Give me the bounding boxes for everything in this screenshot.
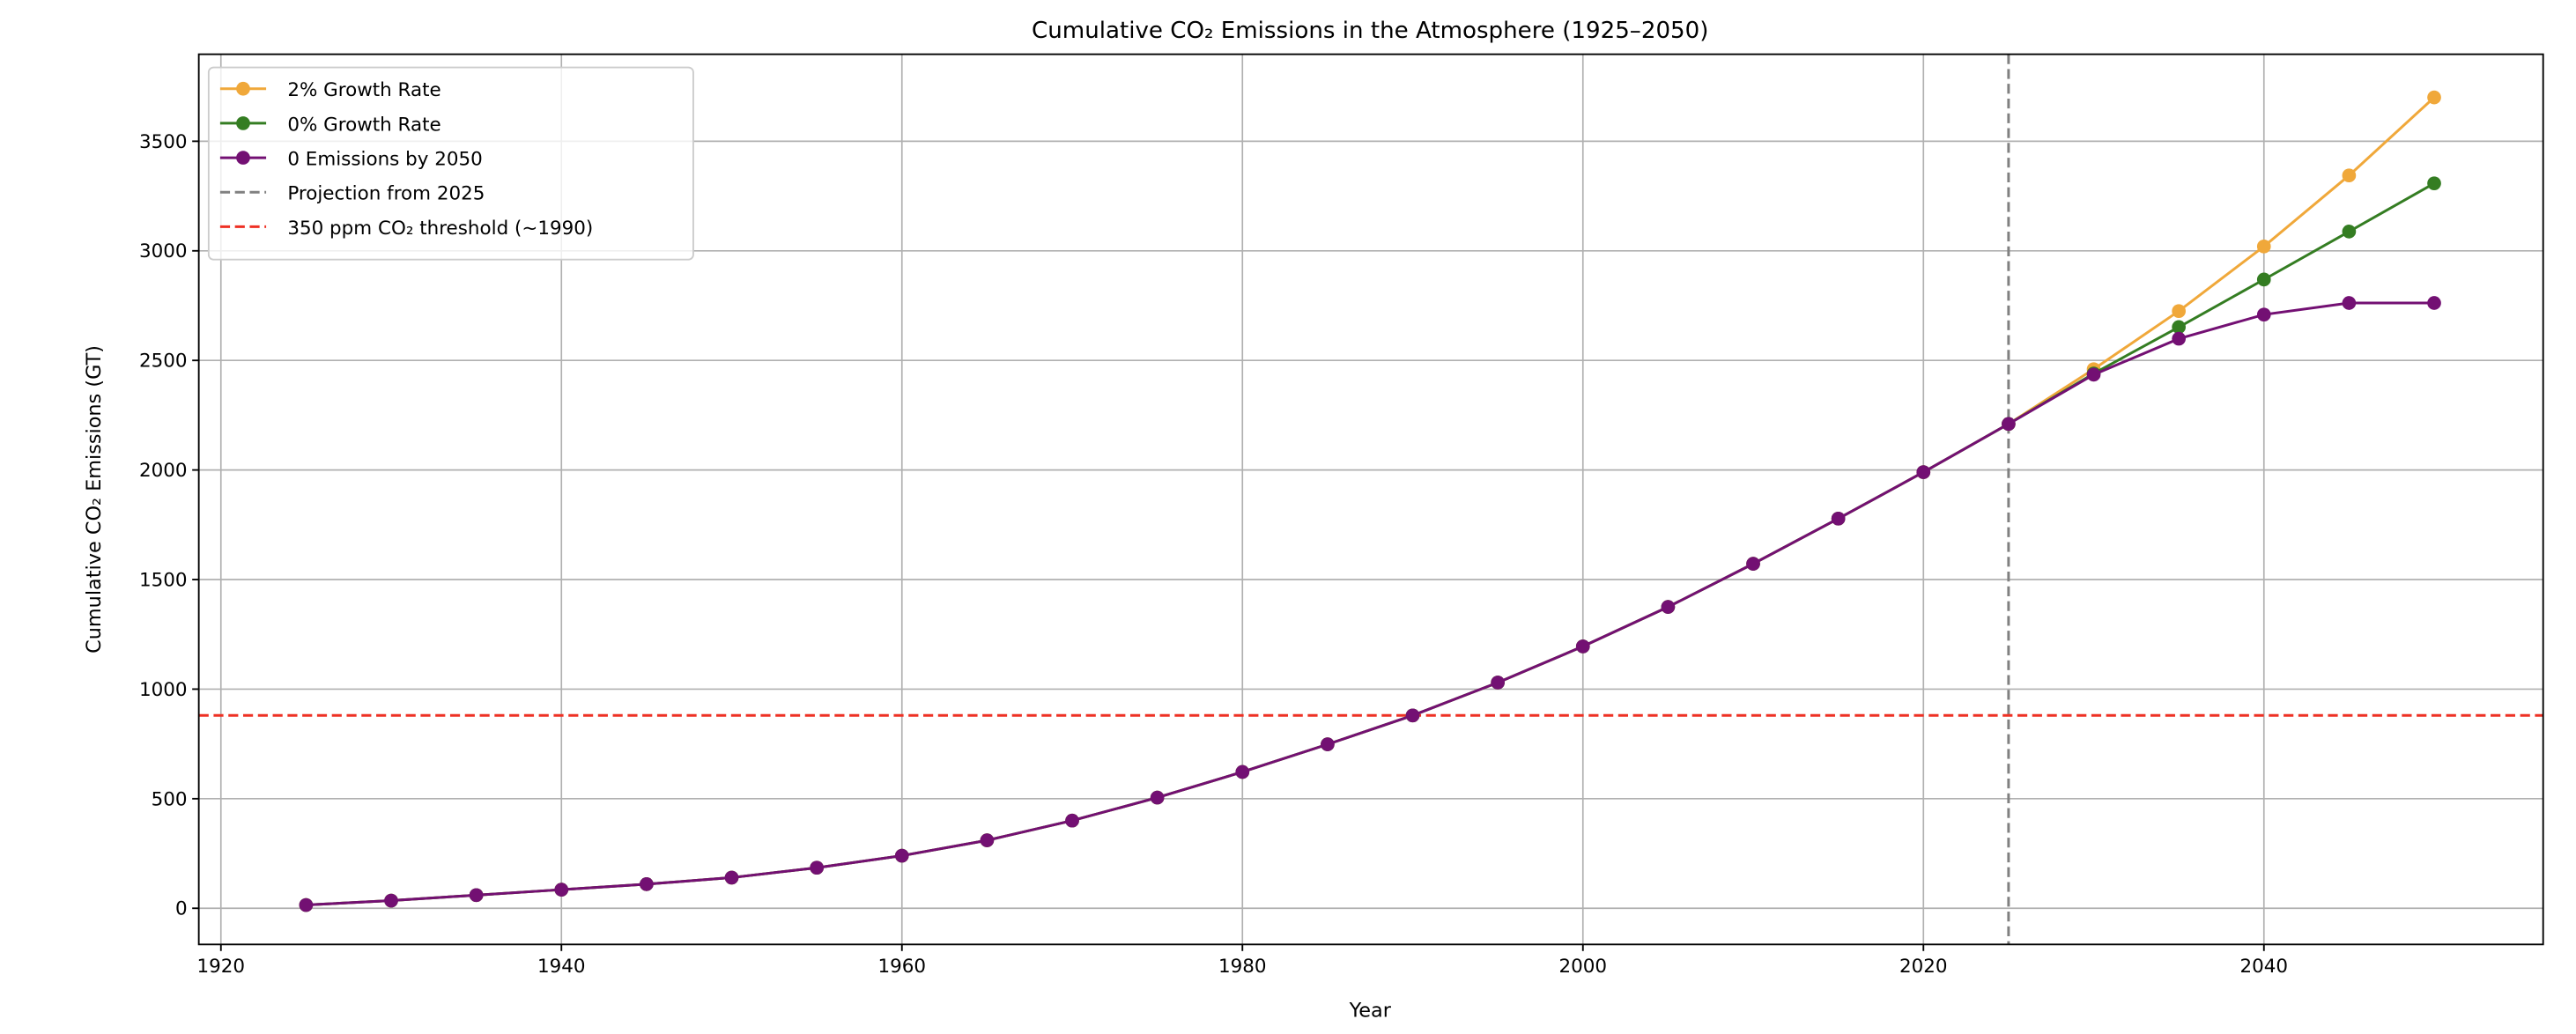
x-tick-label: 2040 xyxy=(2239,956,2288,978)
legend-marker xyxy=(236,151,250,165)
series-2-line xyxy=(306,181,2435,907)
legend-label: Projection from 2025 xyxy=(287,183,485,205)
series-1-point xyxy=(2172,304,2186,319)
y-tick-label: 3000 xyxy=(139,240,188,262)
series-3-point xyxy=(894,848,909,863)
series-3-point xyxy=(1831,512,1846,526)
legend-label: 2% Growth Rate xyxy=(287,79,440,101)
series-3-point xyxy=(810,860,824,875)
y-tick-label: 3500 xyxy=(139,131,188,153)
x-tick-label: 1960 xyxy=(877,956,926,978)
series-3-point xyxy=(1661,600,1676,614)
series-3-point xyxy=(1321,737,1335,751)
legend-box xyxy=(207,66,694,261)
series-3-point xyxy=(640,877,654,891)
y-tick-label: 500 xyxy=(152,788,188,810)
series-3-point xyxy=(384,893,398,908)
series-3-point xyxy=(980,833,995,847)
y-tick-label: 1000 xyxy=(139,679,188,701)
series-3-point xyxy=(1065,813,1079,828)
series-3-point xyxy=(1491,676,1505,690)
x-tick-label: 1980 xyxy=(1218,956,1267,978)
series-3-point xyxy=(2342,296,2357,310)
series-2-point xyxy=(2342,225,2357,239)
plot-frame xyxy=(197,53,2544,946)
series-3-point xyxy=(1746,557,1760,571)
legend: 2% Growth Rate 0% Growth Rate 0 Emissions … xyxy=(207,66,694,261)
chart-title: Cumulative CO₂ Emissions in the Atmosphe… xyxy=(1032,18,1708,44)
series-3-point xyxy=(469,888,484,903)
legend-label: 0 Emissions by 2050 xyxy=(287,148,482,170)
legend-label: 0% Growth Rate xyxy=(287,114,440,136)
series-3-point xyxy=(554,883,569,897)
series-2-point xyxy=(2256,272,2271,287)
y-axis-label: Cumulative CO₂ Emissions (GT) xyxy=(83,345,106,654)
series-3-point xyxy=(2256,307,2271,322)
x-tick-label: 2000 xyxy=(1558,956,1607,978)
x-axis-label: Year xyxy=(1349,999,1392,1022)
y-tick-label: 2000 xyxy=(139,460,188,482)
series-3-line xyxy=(306,301,2435,907)
x-tick-label: 1940 xyxy=(537,956,586,978)
ticks: 1920 1940 1960 1980 2000 2020 2040 0 500 1000 1500… xyxy=(139,131,2288,978)
series-3-point xyxy=(1150,790,1165,805)
reference-lines xyxy=(198,54,2543,945)
series-1-point xyxy=(2427,90,2441,105)
series-3-point xyxy=(724,870,739,885)
x-tick-label: 1920 xyxy=(196,956,245,978)
series-3-point xyxy=(2172,331,2186,346)
series-3-point xyxy=(1235,764,1250,779)
y-tick-label: 1500 xyxy=(139,569,188,591)
series-group xyxy=(299,90,2441,912)
series-2-point xyxy=(2427,176,2441,190)
x-tick-label: 2020 xyxy=(1899,956,1948,978)
series-3-point xyxy=(299,897,314,912)
series-3-point xyxy=(1575,639,1590,654)
y-tick-label: 2500 xyxy=(139,351,188,373)
series-1-point xyxy=(2256,239,2271,254)
y-tick-label: 0 xyxy=(175,898,188,920)
series-2-point xyxy=(2172,320,2186,335)
series-3-point xyxy=(2002,417,2016,432)
series-3-point xyxy=(2427,296,2441,310)
legend-label: 350 ppm CO₂ threshold (~1990) xyxy=(287,218,593,240)
series-3-point xyxy=(1916,465,1931,479)
series-3-point xyxy=(1405,708,1420,723)
legend-marker xyxy=(236,81,250,96)
legend-marker xyxy=(236,116,250,130)
series-3-point xyxy=(2086,367,2101,382)
series-1-point xyxy=(2342,168,2357,183)
